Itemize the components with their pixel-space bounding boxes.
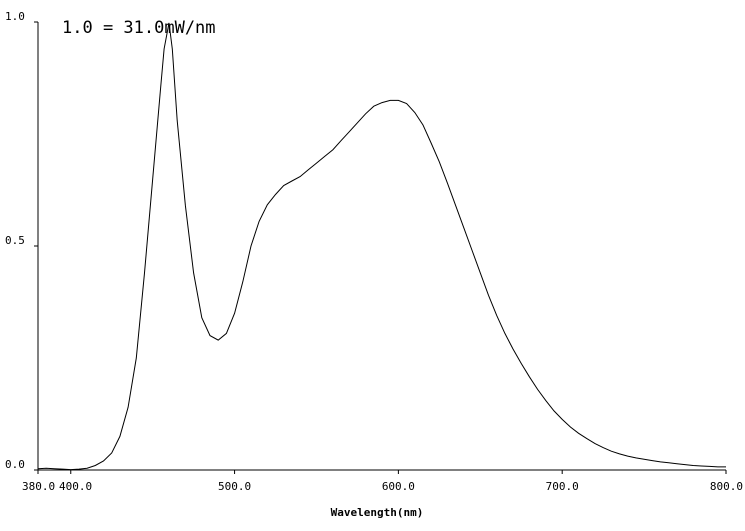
x-tick-label: 800.0 [710, 480, 743, 493]
y-tick-label: 0.0 [5, 458, 25, 471]
x-tick-label: 380.0 [22, 480, 55, 493]
spectrum-series-line [37, 22, 726, 471]
y-ticks: 0.0 0.5 1.0 [5, 10, 38, 471]
x-ticks: 380.0 400.0 500.0 600.0 700.0 800.0 [22, 470, 743, 493]
x-tick-label: 600.0 [382, 480, 415, 493]
x-axis-label: Wavelength(nm) [331, 506, 424, 519]
y-tick-label: 1.0 [5, 10, 25, 23]
x-tick-label: 500.0 [218, 480, 251, 493]
x-tick-label: 700.0 [546, 480, 579, 493]
scale-note: 1.0 = 31.0mW/nm [62, 18, 216, 38]
x-tick-label: 400.0 [59, 480, 92, 493]
y-tick-label: 0.5 [5, 234, 25, 247]
